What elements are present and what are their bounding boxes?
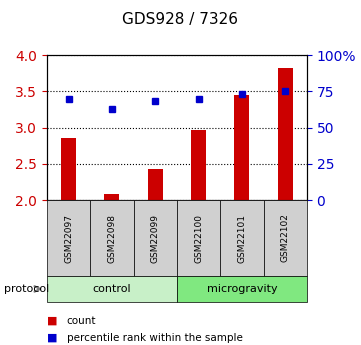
- Text: count: count: [67, 316, 96, 326]
- Bar: [104, 194, 119, 200]
- Text: GSM22098: GSM22098: [108, 214, 116, 263]
- Bar: [61, 138, 76, 200]
- Text: percentile rank within the sample: percentile rank within the sample: [67, 333, 243, 343]
- Text: GSM22099: GSM22099: [151, 214, 160, 263]
- Bar: [191, 130, 206, 200]
- Text: GSM22100: GSM22100: [194, 214, 203, 263]
- Text: ■: ■: [47, 316, 57, 326]
- Text: protocol: protocol: [4, 284, 49, 294]
- Bar: [278, 68, 293, 200]
- Bar: [148, 169, 163, 200]
- Bar: [234, 95, 249, 200]
- Text: GDS928 / 7326: GDS928 / 7326: [122, 12, 239, 27]
- Text: microgravity: microgravity: [206, 284, 277, 294]
- Text: control: control: [93, 284, 131, 294]
- Text: GSM22097: GSM22097: [64, 214, 73, 263]
- Text: GSM22101: GSM22101: [238, 214, 246, 263]
- Text: ■: ■: [47, 333, 57, 343]
- Text: GSM22102: GSM22102: [281, 214, 290, 263]
